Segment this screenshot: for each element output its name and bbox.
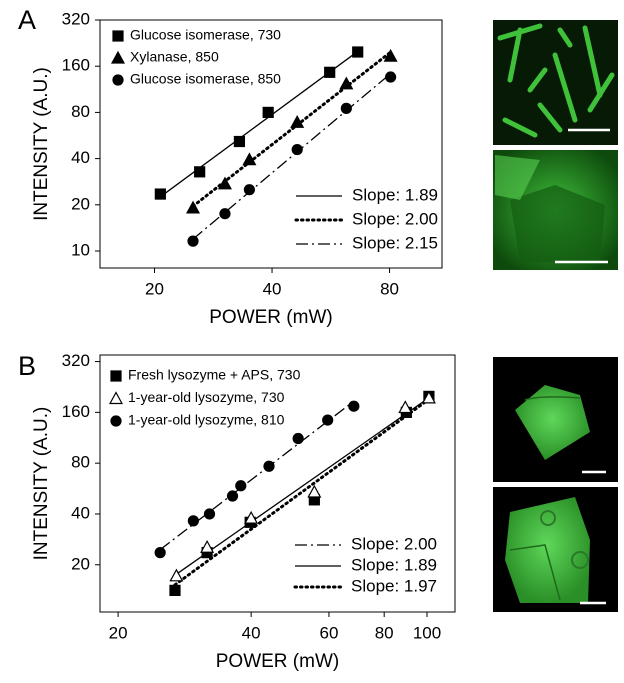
marker [219,208,231,220]
legend-marker [110,370,122,382]
legend-label: 1-year-old lysozyme, 810 [128,412,285,428]
x-tick-label: 40 [263,279,282,298]
x-tick-label: 80 [375,623,394,642]
y-axis-label: INTENSITY (A.U.) [31,407,52,561]
micrograph [493,150,618,270]
y-tick-label: 20 [71,554,90,573]
y-axis-label: INTENSITY (A.U.) [31,67,52,221]
fit-line [192,73,392,240]
x-axis-label: POWER (mW) [216,651,339,672]
y-tick-label: 40 [71,148,90,167]
marker [194,166,206,178]
fit-line [191,50,393,208]
marker [169,568,184,582]
marker [339,76,354,90]
micrograph [493,20,618,145]
marker [385,71,397,83]
marker [226,490,239,502]
marker [290,115,305,128]
y-tick-label: 320 [62,351,90,370]
marker [187,235,199,247]
fit-legend-label: Slope: 1.97 [351,576,437,595]
marker [421,390,436,404]
legend-marker [110,415,122,427]
marker [322,414,334,426]
y-tick-label: 80 [71,102,90,121]
fit-line [173,397,431,587]
marker [203,508,216,520]
marker [262,106,274,119]
legend-label: 1-year-old lysozyme, 730 [128,389,285,405]
legend-marker [108,391,124,405]
legend-label: Xylanase, 850 [130,49,219,65]
legend-label: Glucose isomerase, 730 [130,27,281,43]
plot-frame [99,19,443,269]
x-axis-label: POWER (mW) [209,307,332,328]
marker [292,432,304,445]
marker [307,484,322,498]
marker [263,460,275,472]
legend-label: Fresh lysozyme + APS, 730 [128,367,301,383]
micrograph [493,487,618,612]
marker [383,48,398,62]
marker [352,46,364,58]
legend-marker [112,30,124,42]
legend-marker [110,50,126,64]
marker [244,510,259,524]
y-tick-label: 40 [71,503,90,522]
fit-legend-label: Slope: 2.00 [351,534,437,553]
x-tick-label: 20 [145,279,164,298]
fit-legend-label: Slope: 2.00 [352,209,438,228]
x-tick-label: 60 [320,623,339,642]
marker [243,184,256,196]
fit-line [176,397,430,575]
legend-label: Glucose isomerase, 850 [130,71,281,87]
fit-legend-label: Slope: 1.89 [351,555,437,574]
fit-line [159,400,355,551]
marker [154,547,166,559]
fit-legend-label: Slope: 1.89 [352,185,438,204]
x-tick-label: 20 [109,623,128,642]
marker [233,135,246,148]
x-tick-label: 40 [242,623,261,642]
panel-label: B [18,351,36,381]
y-tick-label: 320 [62,9,90,28]
marker [169,584,181,596]
marker [200,540,215,553]
fit-legend-label: Slope: 2.15 [352,233,438,252]
marker [187,515,199,527]
y-tick-label: 80 [71,453,90,472]
marker [348,400,360,412]
marker [217,176,232,190]
marker [235,480,247,492]
marker [186,200,201,214]
marker [398,400,413,414]
marker [340,102,352,114]
marker [291,143,303,156]
marker [242,152,257,166]
micrograph [493,357,618,482]
y-tick-label: 160 [62,402,90,421]
panel-label: A [18,5,36,35]
marker [154,188,166,200]
marker [324,66,336,78]
legend-marker [112,74,124,86]
plot-frame [99,354,456,613]
x-tick-label: 80 [380,279,399,298]
y-tick-label: 10 [71,240,90,259]
x-tick-label: 100 [413,623,441,642]
y-tick-label: 20 [71,194,90,213]
y-tick-label: 160 [62,56,90,75]
